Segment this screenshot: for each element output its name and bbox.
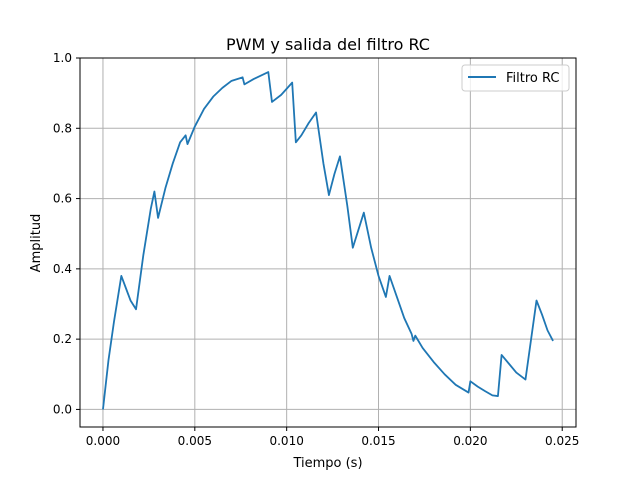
y-tick-label: 0.8 <box>53 121 72 135</box>
x-axis: 0.000 0.005 0.010 0.015 0.020 0.025 <box>86 427 579 448</box>
x-tick-label: 0.005 <box>178 434 212 448</box>
y-tick-label: 0.4 <box>53 262 72 276</box>
y-tick-label: 1.0 <box>53 51 72 65</box>
chart-title: PWM y salida del filtro RC <box>226 35 430 54</box>
y-tick-label: 0.6 <box>53 192 72 206</box>
y-axis-label: Amplitud <box>29 214 44 273</box>
series-layer <box>102 71 554 410</box>
x-tick-label: 0.000 <box>86 434 120 448</box>
grid <box>80 57 576 427</box>
legend: Filtro RC <box>461 64 570 92</box>
series-line-filtro-rc <box>102 71 554 410</box>
plot-frame <box>79 57 577 428</box>
x-tick-label: 0.010 <box>269 434 303 448</box>
legend-label: Filtro RC <box>506 71 559 86</box>
x-tick-label: 0.020 <box>453 434 487 448</box>
x-tick-label: 0.025 <box>545 434 579 448</box>
legend-box <box>461 64 570 92</box>
y-axis: 0.0 0.2 0.4 0.6 0.8 1.0 <box>53 51 80 416</box>
y-tick-label: 0.0 <box>53 402 72 416</box>
y-tick-label: 0.2 <box>53 332 72 346</box>
x-tick-label: 0.015 <box>361 434 395 448</box>
x-axis-label: Tiempo (s) <box>292 456 362 471</box>
